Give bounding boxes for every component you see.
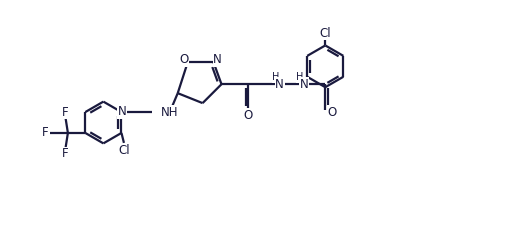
Text: Cl: Cl <box>320 26 331 39</box>
Text: O: O <box>179 53 188 66</box>
Text: N: N <box>213 53 222 66</box>
Text: N: N <box>275 78 284 91</box>
Text: F: F <box>62 147 69 160</box>
Text: N: N <box>118 105 127 118</box>
Text: H: H <box>297 72 304 82</box>
Text: Cl: Cl <box>118 144 130 157</box>
Text: O: O <box>327 106 337 119</box>
Text: H: H <box>272 72 280 82</box>
Text: N: N <box>300 78 308 91</box>
Text: O: O <box>244 109 253 122</box>
Text: NH: NH <box>161 106 178 119</box>
Text: F: F <box>62 106 69 119</box>
Text: F: F <box>42 126 49 139</box>
